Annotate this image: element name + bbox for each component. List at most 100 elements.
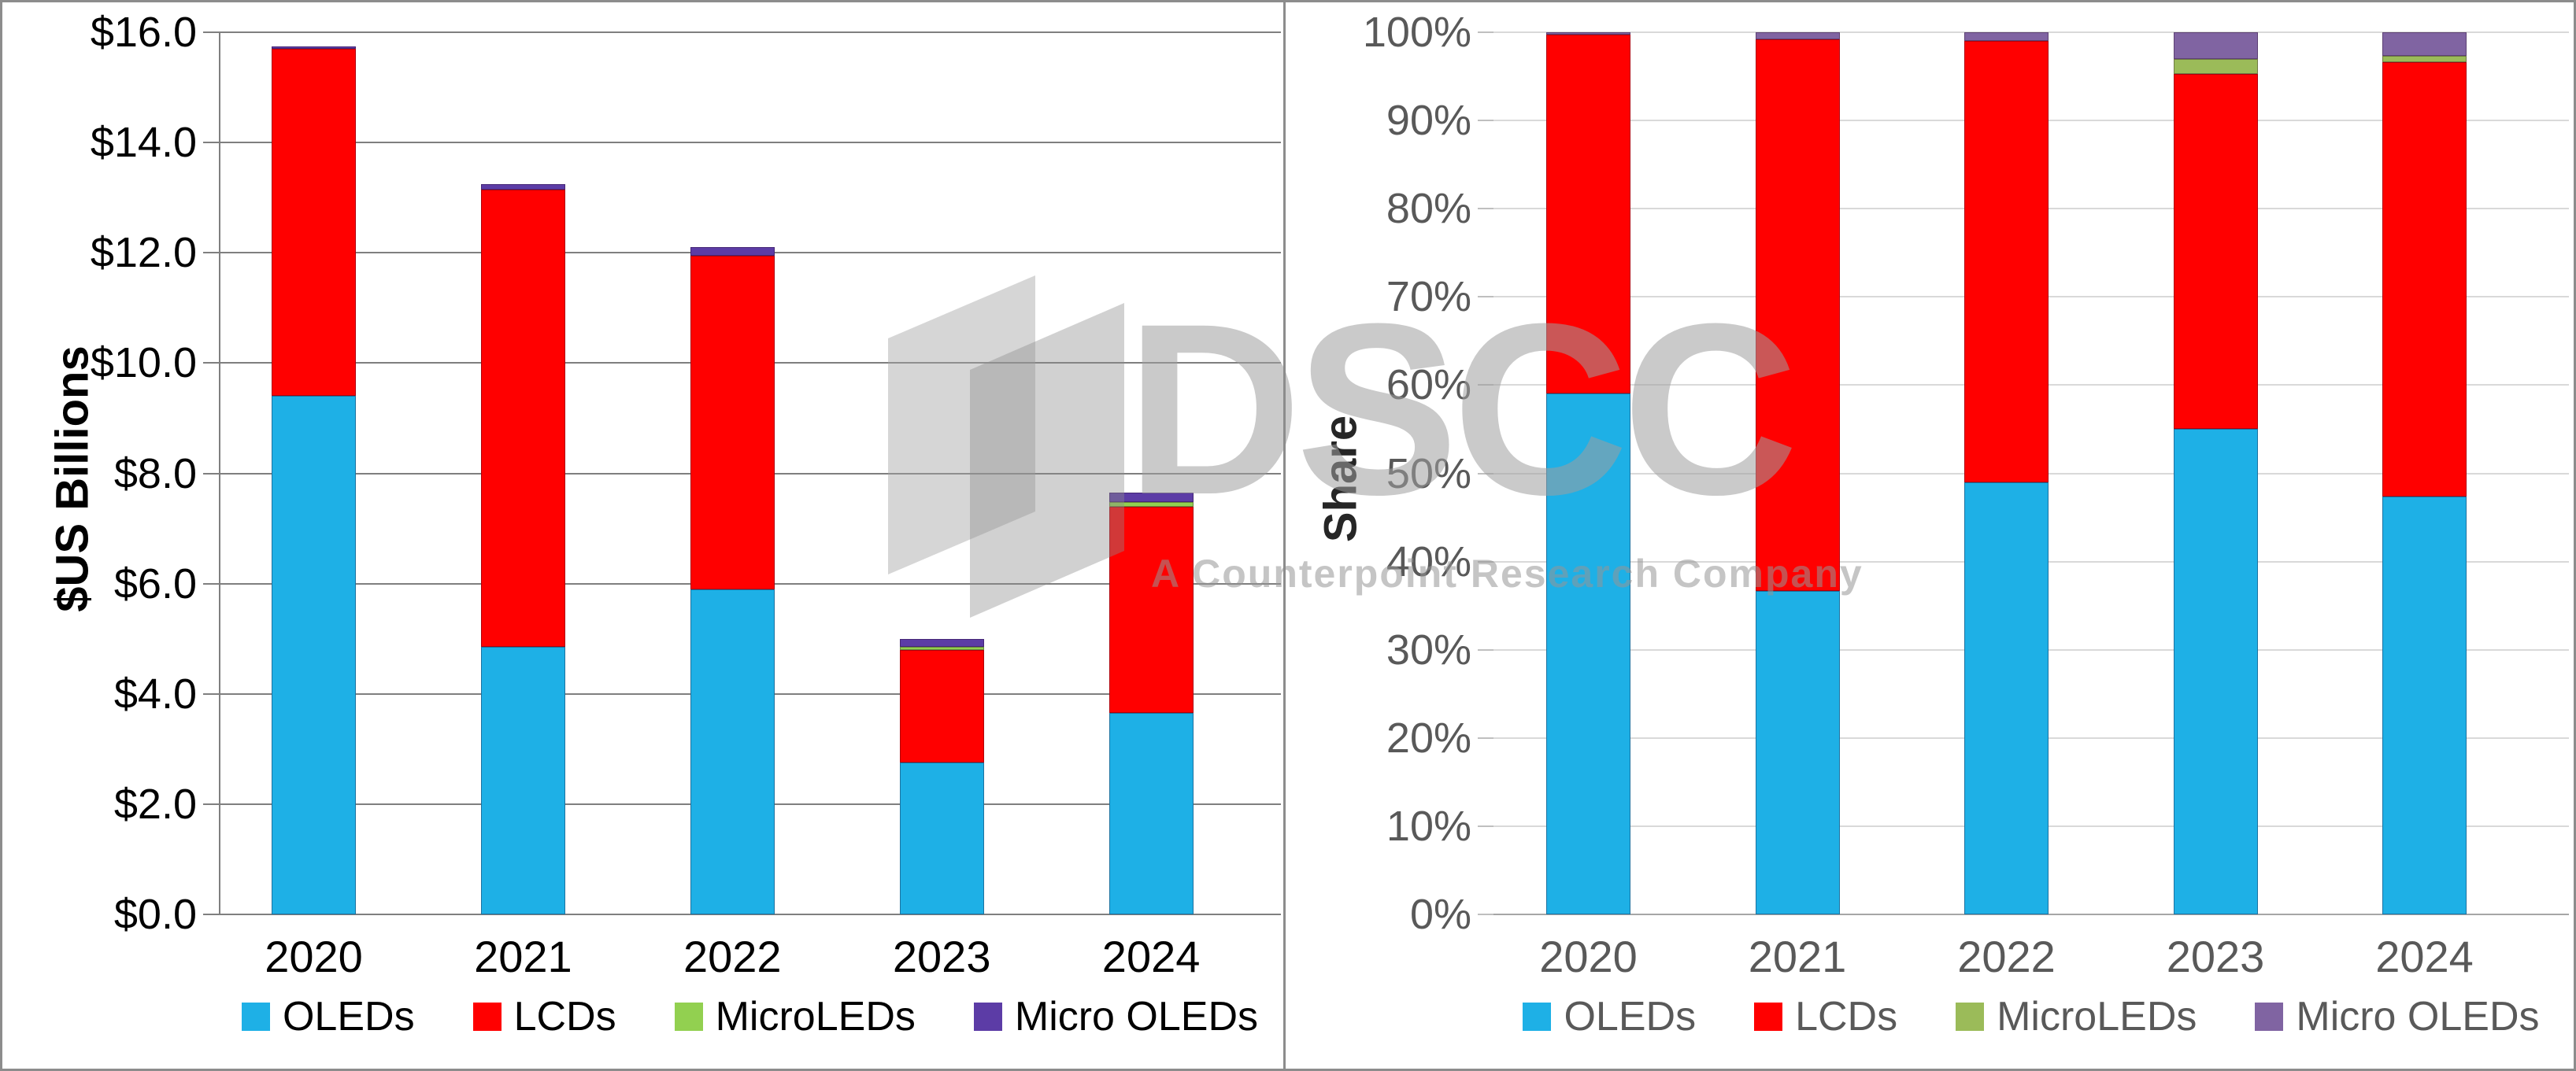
segment-share-2020-oleds: [1546, 393, 1630, 914]
segment-share-2023-lcds: [2173, 73, 2258, 430]
legend-label: LCDs: [1795, 994, 1898, 1040]
segment-revenue-2020-oleds: [272, 396, 356, 914]
bar-share-2022: [1964, 32, 2049, 914]
y-tick-label-share-50: 50%: [1386, 449, 1471, 497]
legend-item-revenue-microleds: MicroLEDs: [674, 993, 916, 1040]
legend-item-revenue-lcds: LCDs: [472, 993, 616, 1040]
x-label-revenue-2023: 2023: [892, 932, 991, 981]
tick-mark-revenue-4: [203, 692, 219, 695]
bar-share-2023: [2173, 32, 2258, 914]
y-axis-line: [219, 32, 220, 914]
segment-share-2021-oleds: [1755, 590, 1840, 914]
x-label-revenue-2020: 2020: [265, 932, 363, 981]
tick-mark-revenue-8: [203, 472, 219, 475]
tick-mark-share-60: [1478, 384, 1493, 386]
tick-mark-share-100: [1478, 31, 1493, 33]
tick-mark-revenue-12: [203, 252, 219, 254]
y-tick-label-share-40: 40%: [1386, 537, 1471, 585]
segment-share-2020-lcds: [1546, 35, 1630, 393]
segment-share-2024-micro-oleds: [2382, 32, 2467, 57]
gridline-revenue-0: [219, 914, 1281, 915]
y-tick-label-revenue-10: $10.0: [90, 339, 197, 387]
legend-swatch-oleds-icon: [1523, 1003, 1552, 1031]
legend-item-share-microleds: MicroLEDs: [1956, 993, 2197, 1040]
legend-label: Micro OLEDs: [1014, 994, 1259, 1040]
tick-mark-share-50: [1478, 472, 1493, 475]
gridline-share-100: [1493, 31, 2569, 33]
tick-mark-revenue-0: [203, 914, 219, 915]
segment-revenue-2024-lcds: [1108, 506, 1194, 714]
x-label-revenue-2021: 2021: [474, 932, 572, 981]
segment-revenue-2022-lcds: [690, 255, 775, 589]
gridline-revenue-14: [219, 142, 1281, 144]
tick-mark-revenue-6: [203, 582, 219, 585]
segment-share-2022-micro-oleds: [1964, 32, 2049, 42]
gridline-share-0: [1493, 914, 2569, 915]
x-label-share-2024: 2024: [2375, 932, 2474, 981]
y-tick-label-revenue-12: $12.0: [90, 229, 197, 277]
tick-mark-revenue-16: [203, 31, 219, 33]
segment-revenue-2024-micro-oleds: [1108, 493, 1194, 502]
plot-area-revenue: [219, 31, 1281, 915]
segment-revenue-2024-microleds: [1108, 501, 1194, 507]
bar-revenue-2020: [272, 32, 356, 914]
legend-item-share-oleds: OLEDs: [1523, 993, 1696, 1040]
segment-share-2021-micro-oleds: [1755, 32, 1840, 39]
segment-revenue-2020-micro-oleds: [272, 46, 356, 50]
y-tick-label-revenue-14: $14.0: [90, 119, 197, 167]
legend-label: Micro OLEDs: [2296, 994, 2540, 1040]
y-tick-label-share-30: 30%: [1386, 626, 1471, 674]
tick-mark-revenue-10: [203, 362, 219, 364]
y-tick-label-share-10: 10%: [1386, 802, 1471, 850]
segment-share-2024-lcds: [2382, 62, 2467, 497]
y-tick-label-share-80: 80%: [1386, 185, 1471, 233]
panel-divider-line: [1283, 0, 1286, 1071]
segment-share-2024-microleds: [2382, 56, 2467, 63]
legend-share: OLEDs LCDs MicroLEDs Micro OLEDs: [1493, 993, 2569, 1040]
tick-mark-revenue-14: [203, 142, 219, 144]
tick-mark-share-70: [1478, 296, 1493, 298]
tick-mark-revenue-2: [203, 803, 219, 805]
segment-share-2022-oleds: [1964, 482, 2049, 914]
legend-label: OLEDs: [282, 994, 415, 1040]
y-tick-label-share-60: 60%: [1386, 361, 1471, 409]
segment-revenue-2023-microleds: [899, 647, 984, 650]
segment-share-2021-lcds: [1755, 39, 1840, 591]
tick-mark-share-90: [1478, 120, 1493, 122]
legend-revenue: OLEDs LCDs MicroLEDs Micro OLEDs: [219, 993, 1281, 1040]
segment-revenue-2021-lcds: [480, 189, 565, 648]
bar-revenue-2024: [1108, 32, 1194, 914]
segment-revenue-2020-lcds: [272, 49, 356, 397]
plot-area-share: [1493, 31, 2569, 915]
legend-swatch-micro-oleds-icon: [973, 1003, 1002, 1031]
legend-swatch-oleds-icon: [241, 1003, 270, 1031]
segment-revenue-2022-micro-oleds: [690, 247, 775, 256]
legend-item-share-lcds: LCDs: [1754, 993, 1897, 1040]
legend-swatch-lcds-icon: [472, 1003, 502, 1031]
x-label-share-2020: 2020: [1539, 932, 1638, 981]
x-label-revenue-2024: 2024: [1101, 932, 1201, 981]
segment-share-2020-micro-oleds: [1546, 32, 1630, 35]
segment-revenue-2022-oleds: [690, 589, 775, 914]
segment-revenue-2023-lcds: [899, 649, 984, 763]
bar-revenue-2022: [690, 32, 775, 914]
segment-revenue-2023-oleds: [899, 763, 984, 914]
segment-share-2024-oleds: [2382, 496, 2467, 914]
y-tick-label-revenue-16: $16.0: [90, 9, 197, 56]
y-tick-label-revenue-2: $2.0: [113, 780, 197, 828]
tick-mark-share-20: [1478, 737, 1493, 739]
tick-mark-share-30: [1478, 648, 1493, 651]
legend-swatch-microleds-icon: [674, 1003, 703, 1031]
bar-share-2021: [1755, 32, 1840, 914]
bar-revenue-2021: [480, 32, 565, 914]
legend-swatch-lcds-icon: [1754, 1003, 1783, 1031]
legend-label: OLEDs: [1564, 994, 1697, 1040]
segment-share-2023-microleds: [2173, 58, 2258, 74]
legend-item-share-micro-oleds: Micro OLEDs: [2255, 993, 2540, 1040]
y-tick-label-revenue-0: $0.0: [113, 891, 197, 938]
legend-swatch-micro-oleds-icon: [2255, 1003, 2284, 1031]
y-tick-label-share-70: 70%: [1386, 273, 1471, 321]
legend-label: MicroLEDs: [715, 994, 916, 1040]
x-label-share-2023: 2023: [2166, 932, 2265, 981]
